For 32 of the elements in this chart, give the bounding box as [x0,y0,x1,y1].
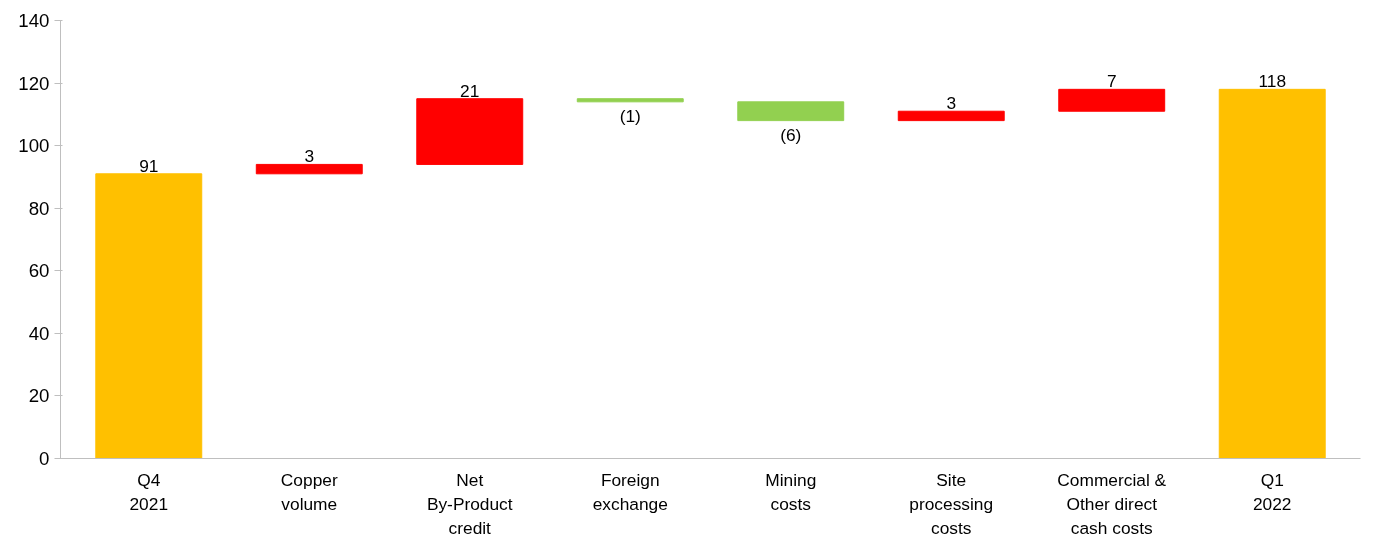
bar [255,163,363,175]
bar [1218,88,1326,459]
data-label: 118 [1258,71,1287,92]
y-tick-label: 0 [39,448,50,469]
y-tick-label: 120 [18,72,50,94]
y-tick-label: 80 [28,197,50,219]
x-tick-label: Q1 2022 [1252,469,1292,514]
data-label: 21 [460,80,480,101]
x-tick-label: Net By-Product credit [426,469,513,538]
data-label: 91 [139,155,159,176]
data-label: (1) [619,105,641,126]
bar [897,110,1005,122]
data-label: 3 [304,146,315,167]
x-tick-label: Copper volume [280,469,338,514]
y-tick-label: 20 [28,385,50,407]
bar [737,101,845,122]
x-tick-label: Foreign exchange [592,469,668,514]
bar [95,173,203,459]
data-label: (6) [780,124,802,145]
data-label: 3 [946,93,957,114]
bar [1058,88,1166,112]
x-tick-label: Site processing costs [909,469,994,538]
bar [416,98,524,165]
y-tick-label: 100 [18,135,50,157]
data-label: 7 [1106,71,1117,92]
x-tick-label: Mining costs [765,469,817,514]
x-tick-label: Commercial & Other direct cash costs [1057,469,1167,538]
y-tick-label: 140 [18,10,50,31]
y-tick-label: 40 [28,322,50,344]
x-tick-label: Q4 2021 [129,469,169,514]
y-tick-label: 60 [28,260,50,282]
bar [576,98,684,103]
